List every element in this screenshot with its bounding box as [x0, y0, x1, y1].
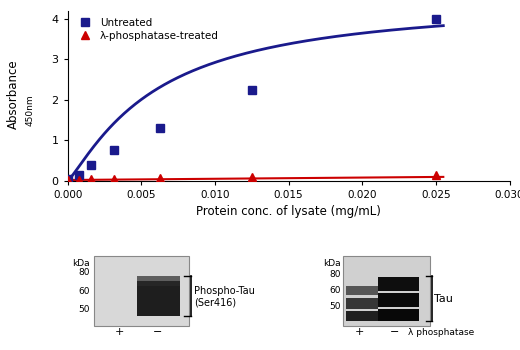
- Text: +: +: [115, 327, 124, 337]
- Bar: [378, 293, 419, 307]
- Text: −: −: [389, 327, 399, 337]
- Bar: [378, 277, 419, 291]
- Text: 80: 80: [79, 268, 90, 277]
- Text: 450nm: 450nm: [25, 94, 34, 126]
- Bar: [344, 256, 430, 326]
- Bar: [346, 298, 378, 309]
- Text: 60: 60: [329, 286, 341, 295]
- Text: Absorbance: Absorbance: [6, 60, 20, 129]
- Text: +: +: [355, 327, 364, 337]
- Bar: [94, 256, 189, 326]
- Bar: [137, 281, 180, 316]
- Bar: [378, 309, 419, 321]
- Bar: [346, 311, 378, 321]
- Text: 50: 50: [329, 302, 341, 312]
- Text: kDa: kDa: [323, 259, 341, 268]
- X-axis label: Protein conc. of lysate (mg/mL): Protein conc. of lysate (mg/mL): [196, 205, 381, 218]
- Text: 80: 80: [329, 270, 341, 279]
- Text: 60: 60: [79, 287, 90, 296]
- Text: kDa: kDa: [72, 259, 90, 268]
- Legend: Untreated, λ-phosphatase-treated: Untreated, λ-phosphatase-treated: [73, 16, 221, 43]
- Bar: [137, 276, 180, 286]
- Text: λ phosphatase: λ phosphatase: [409, 328, 475, 337]
- Text: 50: 50: [79, 305, 90, 314]
- Bar: [346, 286, 378, 295]
- Text: Phospho-Tau
(Ser416): Phospho-Tau (Ser416): [194, 286, 255, 308]
- Text: −: −: [153, 327, 162, 337]
- Text: Tau: Tau: [435, 294, 453, 304]
